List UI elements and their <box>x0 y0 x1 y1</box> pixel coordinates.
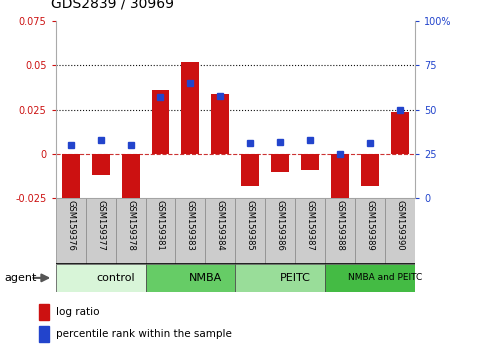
Bar <box>242 154 259 186</box>
Text: percentile rank within the sample: percentile rank within the sample <box>57 330 232 339</box>
Text: GSM159386: GSM159386 <box>276 200 285 251</box>
Bar <box>85 198 115 264</box>
Text: GSM159376: GSM159376 <box>66 200 75 251</box>
Bar <box>326 198 355 264</box>
Bar <box>39 326 49 342</box>
Bar <box>326 264 415 292</box>
Bar <box>145 264 236 292</box>
Bar <box>236 198 266 264</box>
Bar <box>145 198 175 264</box>
Bar <box>385 198 415 264</box>
Text: GSM159383: GSM159383 <box>186 200 195 251</box>
Text: NMBA: NMBA <box>189 273 222 283</box>
Text: GSM159378: GSM159378 <box>126 200 135 251</box>
Text: control: control <box>96 273 135 283</box>
Text: GSM159387: GSM159387 <box>306 200 315 251</box>
Text: GSM159390: GSM159390 <box>396 200 405 251</box>
Bar <box>236 264 326 292</box>
Text: GDS2839 / 30969: GDS2839 / 30969 <box>51 0 174 11</box>
Bar <box>175 198 205 264</box>
Text: GSM159389: GSM159389 <box>366 200 375 251</box>
Bar <box>212 94 229 154</box>
Bar <box>391 112 410 154</box>
Bar <box>61 154 80 204</box>
Bar <box>331 154 349 207</box>
Bar <box>301 154 319 170</box>
Bar <box>56 264 145 292</box>
Text: GSM159385: GSM159385 <box>246 200 255 251</box>
Bar <box>361 154 379 186</box>
Bar <box>266 198 296 264</box>
Bar <box>56 198 85 264</box>
Bar <box>39 304 49 320</box>
Text: GSM159388: GSM159388 <box>336 200 345 251</box>
Bar <box>92 154 110 175</box>
Bar <box>182 62 199 154</box>
Bar <box>115 198 145 264</box>
Bar <box>296 198 326 264</box>
Text: PEITC: PEITC <box>280 273 311 283</box>
Text: log ratio: log ratio <box>57 307 100 318</box>
Text: NMBA and PEITC: NMBA and PEITC <box>348 273 423 282</box>
Bar <box>122 154 140 202</box>
Bar <box>205 198 236 264</box>
Bar <box>152 90 170 154</box>
Text: GSM159384: GSM159384 <box>216 200 225 251</box>
Text: GSM159381: GSM159381 <box>156 200 165 251</box>
Bar <box>271 154 289 172</box>
Text: GSM159377: GSM159377 <box>96 200 105 251</box>
Text: agent: agent <box>5 273 37 283</box>
Bar <box>355 198 385 264</box>
